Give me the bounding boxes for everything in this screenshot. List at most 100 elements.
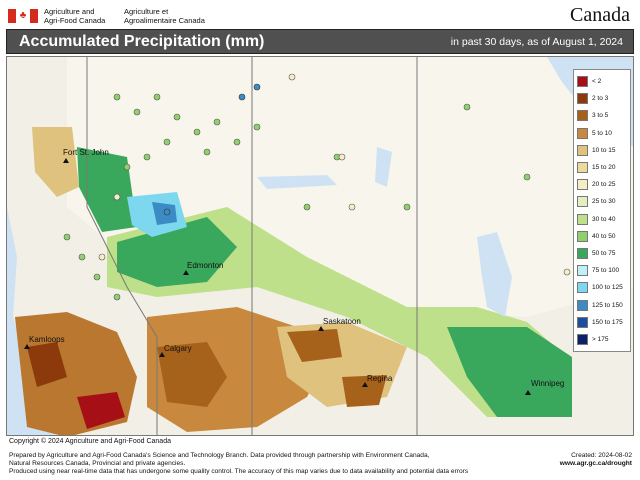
legend-label: < 2 (592, 78, 602, 86)
saskatoon-marker (318, 326, 324, 331)
drought-url-link[interactable]: www.agr.gc.ca/drought (559, 460, 632, 467)
dept-name-en: Agriculture and Agri-Food Canada (44, 7, 105, 25)
footer-line3: Produced using near real-time data that … (9, 468, 469, 475)
dept-fr-line2: Agroalimentaire Canada (124, 16, 205, 25)
regina-marker (362, 382, 368, 387)
legend-swatch (577, 282, 588, 294)
alberta-wet (117, 217, 237, 287)
bc-very-dry (77, 392, 125, 429)
header: ♣ Agriculture and Agri-Food Canada Agric… (0, 0, 640, 28)
legend-label: 3 to 5 (592, 112, 609, 120)
legend-item: > 175 (577, 331, 627, 348)
legend-swatch (577, 110, 588, 122)
peace-wet (77, 147, 137, 232)
legend-item: 125 to 150 (577, 296, 627, 313)
fort-st-john-marker (63, 158, 69, 163)
dept-name-fr: Agriculture et Agroalimentaire Canada (124, 7, 205, 25)
legend-item: < 2 (577, 73, 627, 90)
canada-flag-icon: ♣ (8, 9, 38, 23)
legend-swatch (577, 127, 588, 139)
city-calgary: Calgary (164, 344, 192, 353)
legend-swatch (577, 265, 588, 277)
legend-swatch (577, 179, 588, 191)
precipitation-map: Fort St. John Edmonton Saskatoon Kamloop… (6, 56, 634, 436)
map-subtitle: in past 30 days, as of August 1, 2024 (450, 36, 623, 48)
lake-athabasca (257, 175, 337, 189)
legend-label: 15 to 20 (592, 164, 616, 172)
station-dots (63, 93, 531, 301)
legend-label: 2 to 3 (592, 95, 609, 103)
title-bar: Accumulated Precipitation (mm) in past 3… (6, 29, 634, 54)
legend-swatch (577, 162, 588, 174)
peace-dry (32, 127, 79, 197)
created-date: Created: 2024-08-02 (571, 452, 632, 459)
legend-item: 100 to 125 (577, 279, 627, 296)
reindeer-lake (375, 147, 392, 187)
dept-en-line1: Agriculture and (44, 7, 95, 16)
copyright: Copyright © 2024 Agriculture and Agri-Fo… (9, 438, 171, 445)
station-dots-wet (163, 83, 261, 216)
regina-dry (342, 375, 387, 407)
legend-item: 150 to 175 (577, 314, 627, 331)
legend-swatch (577, 196, 588, 208)
legend-item: 30 to 40 (577, 211, 627, 228)
legend-swatch (577, 316, 588, 328)
legend-label: 5 to 10 (592, 129, 612, 137)
legend-swatch (577, 213, 588, 225)
city-kamloops: Kamloops (29, 335, 65, 344)
station-dots-dry (98, 73, 571, 276)
legend-swatch (577, 93, 588, 105)
legend-swatch (577, 299, 588, 311)
legend-label: 150 to 175 (592, 318, 623, 326)
legend-item: 2 to 3 (577, 90, 627, 107)
created-info: Created: 2024-08-02 www.agr.gc.ca/drough… (560, 452, 632, 468)
edmonton-marker (183, 270, 189, 275)
legend-swatch (577, 247, 588, 259)
legend-item: 3 to 5 (577, 107, 627, 124)
city-regina: Regina (367, 374, 393, 383)
bc-ab-border (86, 57, 158, 435)
legend-item: 20 to 25 (577, 176, 627, 193)
legend-item: 40 to 50 (577, 228, 627, 245)
footer-notes: Prepared by Agriculture and Agri-Food Ca… (9, 452, 529, 476)
bc-dry-patch2 (27, 342, 67, 387)
canada-wordmark: Canada (570, 4, 630, 27)
legend-item: 5 to 10 (577, 125, 627, 142)
legend-label: 100 to 125 (592, 284, 623, 292)
legend-label: 50 to 75 (592, 249, 616, 257)
footer-line2: Natural Resources Canada, Provincial and… (9, 460, 186, 467)
city-winnipeg: Winnipeg (531, 379, 565, 388)
dept-fr-line1: Agriculture et (124, 7, 169, 16)
legend-label: 30 to 40 (592, 215, 616, 223)
legend-item: 15 to 20 (577, 159, 627, 176)
city-edmonton: Edmonton (187, 261, 224, 270)
legend-label: 75 to 100 (592, 267, 620, 275)
legend-item: 25 to 30 (577, 193, 627, 210)
winnipeg-marker (525, 390, 531, 395)
calgary-dry-core (157, 342, 227, 407)
legend-item: 10 to 15 (577, 142, 627, 159)
city-markers (24, 158, 531, 395)
legend-label: 10 to 15 (592, 146, 616, 154)
wordmark-text: Canada (570, 4, 630, 26)
footer-line1: Prepared by Agriculture and Agri-Food Ca… (9, 452, 430, 459)
legend-label: > 175 (592, 335, 609, 343)
manitoba-wet (447, 327, 572, 417)
legend-swatch (577, 230, 588, 242)
legend-item: 50 to 75 (577, 245, 627, 262)
legend: < 2 2 to 3 3 to 5 5 to 10 10 to 15 15 to 20 20… (573, 69, 631, 352)
legend-label: 125 to 150 (592, 301, 623, 309)
map-title: Accumulated Precipitation (mm) (19, 33, 265, 50)
legend-label: 40 to 50 (592, 232, 616, 240)
legend-label: 20 to 25 (592, 181, 616, 189)
map-svg (7, 57, 633, 435)
legend-item: 75 to 100 (577, 262, 627, 279)
city-fort-st-john: Fort St. John (63, 148, 109, 157)
kamloops-marker (24, 344, 30, 349)
pacific-water (7, 207, 56, 435)
calgary-marker (159, 352, 165, 357)
legend-swatch (577, 76, 588, 88)
city-saskatoon: Saskatoon (323, 317, 361, 326)
legend-swatch (577, 144, 588, 156)
legend-label: 25 to 30 (592, 198, 616, 206)
